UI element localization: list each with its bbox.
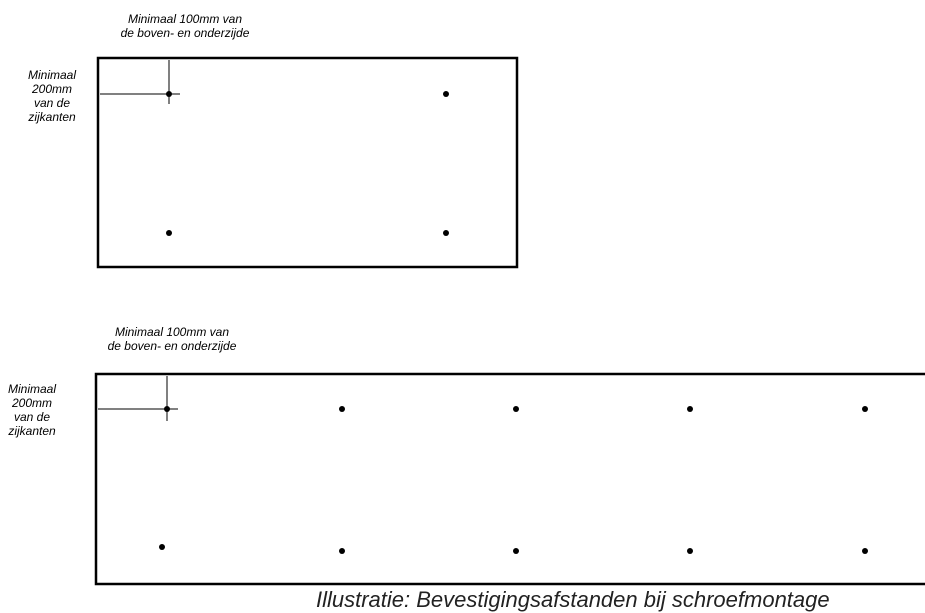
screw-point — [166, 91, 172, 97]
panel-outline — [98, 58, 517, 267]
screw-point — [862, 548, 868, 554]
screw-point — [862, 406, 868, 412]
illustration-caption: Illustratie: Bevestigingsafstanden bij s… — [316, 587, 830, 613]
screw-point — [513, 548, 519, 554]
screw-point — [339, 548, 345, 554]
screw-point — [443, 230, 449, 236]
screw-point — [339, 406, 345, 412]
panel-outline — [96, 374, 925, 584]
screw-point — [166, 230, 172, 236]
screw-point — [164, 406, 170, 412]
screw-point — [687, 406, 693, 412]
panel-diagram-1 — [98, 58, 517, 267]
screw-point — [443, 91, 449, 97]
screw-point — [159, 544, 165, 550]
panel-diagram-2 — [96, 374, 925, 584]
screw-point — [687, 548, 693, 554]
screw-point — [513, 406, 519, 412]
